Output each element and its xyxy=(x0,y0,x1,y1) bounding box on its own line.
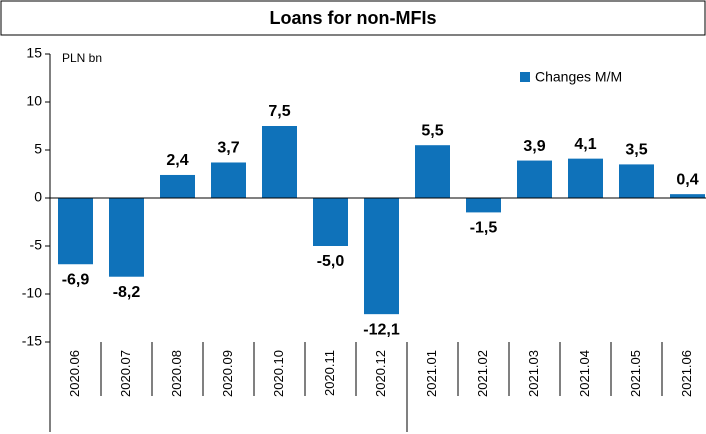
bar xyxy=(58,198,93,265)
data-label: -6,9 xyxy=(62,271,90,288)
bar xyxy=(364,198,399,315)
y-tick-label: 0 xyxy=(34,189,42,205)
x-tick-label: 2020.11 xyxy=(322,350,337,396)
data-label: 5,5 xyxy=(421,122,443,139)
data-label: 3,5 xyxy=(625,142,647,159)
y-tick-label: -5 xyxy=(30,237,43,253)
bar xyxy=(160,174,195,198)
y-tick-label: 5 xyxy=(34,141,42,157)
bar xyxy=(466,198,501,213)
x-tick-label: 2020.08 xyxy=(169,350,184,397)
y-tick-label: 10 xyxy=(26,93,42,109)
x-tick-label: 2021.05 xyxy=(628,350,643,397)
bar xyxy=(415,145,450,198)
bar xyxy=(517,160,552,198)
x-tick-label: 2021.03 xyxy=(526,350,541,397)
bar xyxy=(211,162,246,198)
data-label: -8,2 xyxy=(113,284,141,301)
x-tick-label: 2021.06 xyxy=(679,350,694,397)
bar xyxy=(262,126,297,198)
y-tick-label: -10 xyxy=(22,285,42,301)
data-label: 7,5 xyxy=(268,103,290,120)
x-tick-label: 2020.06 xyxy=(67,350,82,397)
data-label: -5,0 xyxy=(317,253,345,270)
x-tick-label: 2020.12 xyxy=(373,350,388,397)
data-label: 2,4 xyxy=(166,152,188,169)
unit-label: PLN bn xyxy=(62,51,102,65)
bar xyxy=(670,194,705,198)
y-tick-label: 15 xyxy=(26,45,42,61)
y-tick-label: -15 xyxy=(22,333,42,349)
x-tick-label: 2020.10 xyxy=(271,350,286,397)
legend-swatch xyxy=(520,72,530,82)
bar xyxy=(109,198,144,277)
chart-title: Loans for non-MFIs xyxy=(270,8,437,28)
x-tick-label: 2020.09 xyxy=(220,350,235,397)
bar xyxy=(619,164,654,198)
x-tick-label: 2021.04 xyxy=(577,350,592,397)
data-label: 4,1 xyxy=(574,136,596,153)
x-tick-label: 2021.01 xyxy=(424,350,439,397)
bar xyxy=(568,158,603,198)
data-label: -12,1 xyxy=(363,321,400,338)
bar xyxy=(313,198,348,246)
x-tick-label: 2021.02 xyxy=(475,350,490,397)
data-label: 3,7 xyxy=(217,140,239,157)
legend-label: Changes M/M xyxy=(535,69,622,85)
title-box xyxy=(0,0,706,36)
data-label: 3,9 xyxy=(523,138,545,155)
x-tick-label: 2020.07 xyxy=(118,350,133,397)
data-label: -1,5 xyxy=(470,220,498,237)
data-label: 0,4 xyxy=(676,171,698,188)
